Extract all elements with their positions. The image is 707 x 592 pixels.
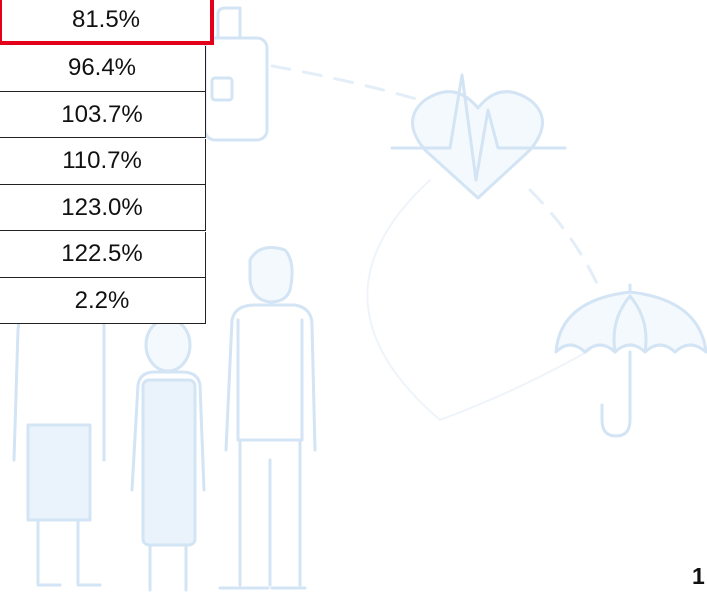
girl-head <box>146 319 190 371</box>
page-number: 1 <box>692 563 705 590</box>
table-cell: 96.4% <box>0 46 206 92</box>
dashed-arc <box>272 66 420 100</box>
girl-legs <box>150 545 186 590</box>
briefcase-handle <box>218 8 240 38</box>
table-cell: 110.7% <box>0 139 206 185</box>
dashed-arc <box>530 190 600 290</box>
briefcase-clasp <box>212 78 232 100</box>
woman-skirt <box>28 425 90 520</box>
briefcase <box>205 38 267 140</box>
table-cell: 122.5% <box>0 232 206 278</box>
table-cell: 2.2% <box>0 278 206 324</box>
woman-legs <box>38 520 100 585</box>
man-trousers <box>220 440 305 588</box>
table-cell: 81.5% <box>0 0 214 45</box>
man-head <box>250 248 292 302</box>
table-cell: 103.7% <box>0 92 206 138</box>
faint-arc <box>367 180 590 420</box>
heart <box>413 92 543 198</box>
man-shirt <box>238 320 302 440</box>
umbrella-canopy <box>556 292 706 352</box>
slide: {"table": {"rows": ["81.5%", "96.4%", "1… <box>0 0 707 592</box>
table-cell: 123.0% <box>0 185 206 231</box>
girl-dress <box>143 380 195 545</box>
